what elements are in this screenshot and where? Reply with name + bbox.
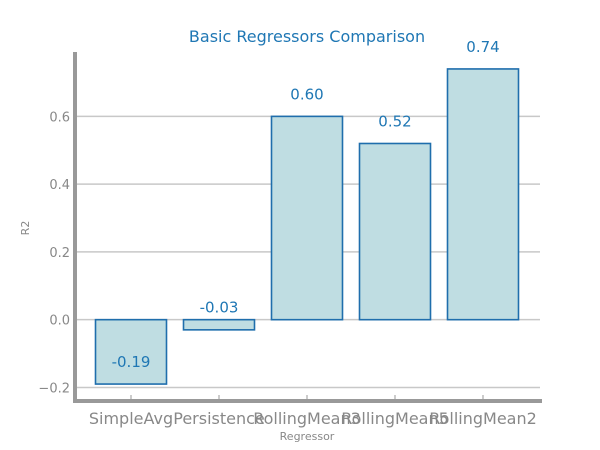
y-tick-label: 0.6 (49, 110, 70, 125)
bar (358, 142, 432, 321)
y-tick-label: 0.2 (49, 246, 70, 261)
x-axis-label: Regressor (280, 430, 335, 443)
x-tick-label: RollingMean3 (253, 409, 361, 428)
x-tick-label: RollingMean5 (341, 409, 449, 428)
y-ticks: −0.2 0.0 0.2 0.4 0.6 (38, 110, 70, 396)
x-ticks: SimpleAvg PersistenceRollingMean3RollingM… (89, 395, 537, 428)
x-tick-label: Persistence (173, 409, 265, 428)
bar (94, 318, 168, 385)
chart-title: Basic Regressors Comparison (189, 27, 425, 46)
x-tick-label: SimpleAvg (89, 409, 173, 428)
y-tick-label: 0.4 (49, 178, 70, 193)
bar (182, 318, 256, 331)
data-label: 0.52 (378, 112, 411, 130)
data-label: 0.74 (466, 38, 499, 56)
x-tick-label: RollingMean2 (429, 409, 537, 428)
bars (94, 68, 520, 385)
y-tick-label: 0.0 (49, 314, 70, 329)
y-tick-label: −0.2 (38, 381, 70, 396)
data-label: -0.03 (200, 299, 239, 317)
bar (446, 68, 520, 321)
bar (270, 115, 344, 321)
data-label: -0.19 (112, 353, 151, 371)
y-axis-label: R2 (19, 221, 32, 236)
axes (73, 52, 542, 403)
data-labels: -0.19 -0.03 0.60 0.52 0.74 (112, 38, 500, 371)
data-label: 0.60 (290, 85, 323, 103)
